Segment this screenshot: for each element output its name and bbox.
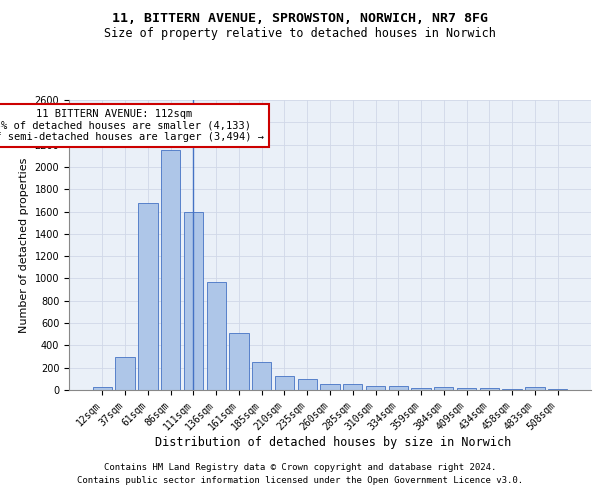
- Bar: [275, 376, 294, 390]
- Bar: [93, 387, 112, 390]
- Text: Size of property relative to detached houses in Norwich: Size of property relative to detached ho…: [104, 28, 496, 40]
- Text: Distribution of detached houses by size in Norwich: Distribution of detached houses by size …: [155, 436, 511, 449]
- Bar: [320, 384, 340, 390]
- Bar: [206, 282, 226, 390]
- Text: Contains public sector information licensed under the Open Government Licence v3: Contains public sector information licen…: [77, 476, 523, 485]
- Bar: [389, 386, 408, 390]
- Bar: [366, 386, 385, 390]
- Bar: [343, 384, 362, 390]
- Text: 11, BITTERN AVENUE, SPROWSTON, NORWICH, NR7 8FG: 11, BITTERN AVENUE, SPROWSTON, NORWICH, …: [112, 12, 488, 26]
- Bar: [252, 362, 271, 390]
- Bar: [412, 388, 431, 390]
- Bar: [434, 386, 454, 390]
- Bar: [229, 333, 248, 390]
- Bar: [479, 388, 499, 390]
- Bar: [298, 379, 317, 390]
- Bar: [115, 356, 135, 390]
- Text: 11 BITTERN AVENUE: 112sqm
← 53% of detached houses are smaller (4,133)
45% of se: 11 BITTERN AVENUE: 112sqm ← 53% of detac…: [0, 109, 264, 142]
- Bar: [161, 150, 181, 390]
- Bar: [525, 387, 545, 390]
- Y-axis label: Number of detached properties: Number of detached properties: [19, 158, 29, 332]
- Bar: [138, 202, 158, 390]
- Text: Contains HM Land Registry data © Crown copyright and database right 2024.: Contains HM Land Registry data © Crown c…: [104, 464, 496, 472]
- Bar: [457, 388, 476, 390]
- Bar: [184, 212, 203, 390]
